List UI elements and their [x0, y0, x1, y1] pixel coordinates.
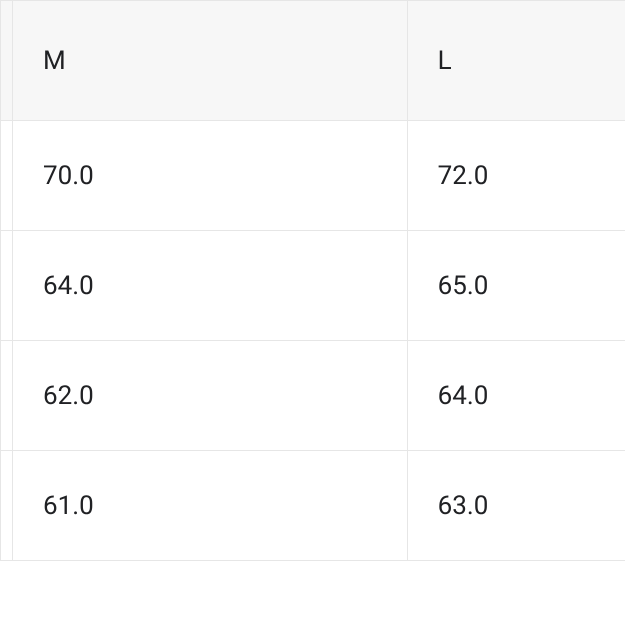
column-header-l: L	[407, 1, 625, 121]
cell-l: 64.0	[407, 341, 625, 451]
cell-m: 61.0	[12, 451, 407, 561]
table-header-row: M L	[1, 1, 625, 121]
row-stub	[1, 341, 13, 451]
row-stub	[1, 231, 13, 341]
row-stub	[1, 451, 13, 561]
header-stub	[1, 1, 13, 121]
cell-m: 62.0	[12, 341, 407, 451]
size-table: M L 70.0 72.0 64.0 65.0 62.0 64.0 61.0 6…	[0, 0, 625, 561]
table-row: 62.0 64.0	[1, 341, 625, 451]
cell-m: 64.0	[12, 231, 407, 341]
table-row: 61.0 63.0	[1, 451, 625, 561]
cell-l: 63.0	[407, 451, 625, 561]
row-stub	[1, 121, 13, 231]
cell-m: 70.0	[12, 121, 407, 231]
table-row: 70.0 72.0	[1, 121, 625, 231]
table-row: 64.0 65.0	[1, 231, 625, 341]
column-header-m: M	[12, 1, 407, 121]
cell-l: 72.0	[407, 121, 625, 231]
cell-l: 65.0	[407, 231, 625, 341]
